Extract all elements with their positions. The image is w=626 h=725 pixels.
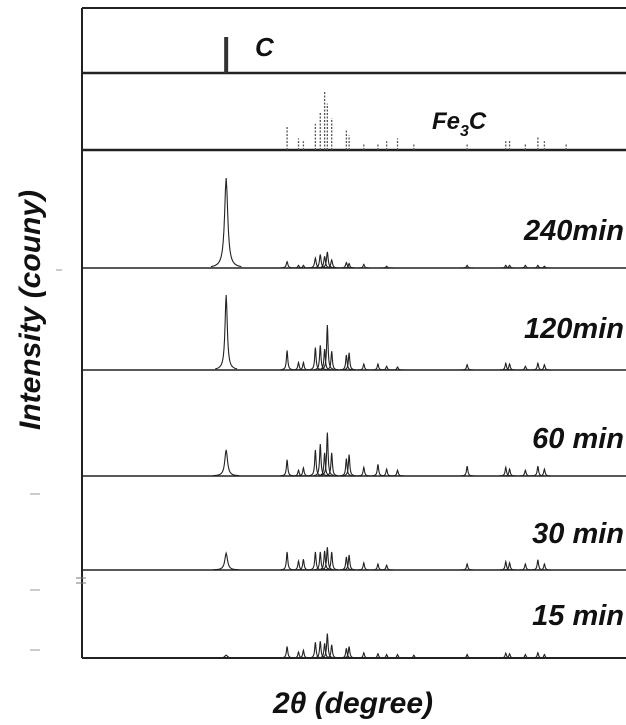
series-label-15min: 15 min <box>532 600 624 632</box>
pattern-120min-peak <box>280 350 294 371</box>
fe3c-label-main: Fe <box>432 108 460 135</box>
pattern-30min-peak <box>342 554 356 571</box>
pattern-120min-peak <box>390 366 405 371</box>
pattern-120min-peak <box>320 324 335 370</box>
pattern-60min-peak <box>460 466 474 477</box>
pattern-120min-peak <box>296 360 310 371</box>
series-label-120min: 120min <box>524 313 624 345</box>
fe3c-reference-label: Fe3C <box>432 108 487 140</box>
pattern-120min-peak <box>518 365 532 371</box>
pattern-30min-peak <box>499 559 513 571</box>
pattern-60min-peak <box>390 468 405 477</box>
series-label-240min: 240min <box>523 215 624 247</box>
pattern-240min-peak <box>357 263 371 269</box>
pattern-60min-peak <box>313 444 327 477</box>
pattern-120min-peak <box>342 352 356 371</box>
pattern-120min-peak <box>357 362 371 371</box>
pattern-240min-peak <box>460 264 474 269</box>
pattern-120min-peak <box>313 345 327 371</box>
c-reference-label: C <box>255 32 275 62</box>
pattern-240min-peak <box>518 264 532 269</box>
pattern-30min-peak <box>291 558 306 571</box>
pattern-60min-peak <box>280 459 294 477</box>
x-axis-title: 2θ (degree) <box>272 687 433 720</box>
pattern-30min-peak <box>357 561 371 571</box>
pattern-240min-peak <box>296 264 310 269</box>
pattern-60min-peak <box>503 467 517 477</box>
pattern-60min-peak <box>357 465 371 477</box>
pattern-30min-peak <box>318 550 332 571</box>
pattern-60min-peak <box>296 465 310 477</box>
pattern-60min-peak <box>318 452 332 477</box>
pattern-60min-peak <box>325 452 339 477</box>
pattern-240min-peak <box>210 177 242 268</box>
pattern-240min-peak <box>499 264 513 269</box>
pattern-60min-peak <box>537 467 551 477</box>
pattern-120min-peak <box>291 360 306 371</box>
pattern-30min-peak <box>460 562 474 571</box>
series-label-30min: 30 min <box>532 518 624 550</box>
pattern-30min-peak <box>280 551 294 571</box>
fe3c-label-tail: C <box>469 108 487 135</box>
pattern-120min-peak <box>537 363 551 371</box>
pattern-120min-peak <box>215 294 238 370</box>
pattern-60min-peak <box>518 468 532 477</box>
pattern-120min-peak <box>339 354 353 371</box>
pattern-30min-peak <box>313 551 327 571</box>
y-axis-title: Intensity (couny) <box>14 190 47 430</box>
pattern-60min-peak <box>342 454 356 477</box>
pattern-60min-peak <box>291 468 306 477</box>
pattern-120min-peak <box>318 348 332 371</box>
pattern-120min-peak <box>503 362 517 371</box>
pattern-60min-peak <box>213 449 240 477</box>
pattern-240min-peak <box>342 262 356 269</box>
pattern-60min-peak <box>320 432 334 476</box>
pattern-240min-peak <box>291 264 306 269</box>
pattern-60min-peak <box>339 458 353 477</box>
pattern-30min-peak <box>325 551 339 571</box>
pattern-120min-peak <box>499 361 513 371</box>
pattern-60min-peak <box>499 465 513 477</box>
pattern-240min-peak <box>319 251 336 269</box>
pattern-240min-peak <box>324 258 340 269</box>
pattern-240min-peak <box>537 265 551 269</box>
pattern-30min-peak <box>213 551 240 571</box>
pattern-30min-peak <box>518 562 532 571</box>
pattern-30min-peak <box>380 563 394 571</box>
pattern-30min-peak <box>503 561 517 571</box>
pattern-240min-peak <box>380 265 394 269</box>
pattern-30min-peak <box>320 547 334 571</box>
pattern-30min-peak <box>296 559 310 571</box>
pattern-240min-peak <box>503 264 517 269</box>
pattern-120min-peak <box>460 363 474 371</box>
c-peak-stick <box>224 37 229 73</box>
pattern-30min-peak <box>339 556 353 571</box>
fe3c-label-subscript: 3 <box>460 123 469 140</box>
pattern-120min-peak <box>325 351 339 371</box>
series-label-60min: 60 min <box>532 423 624 455</box>
pattern-240min-peak <box>316 256 333 269</box>
pattern-30min-peak <box>537 562 551 571</box>
